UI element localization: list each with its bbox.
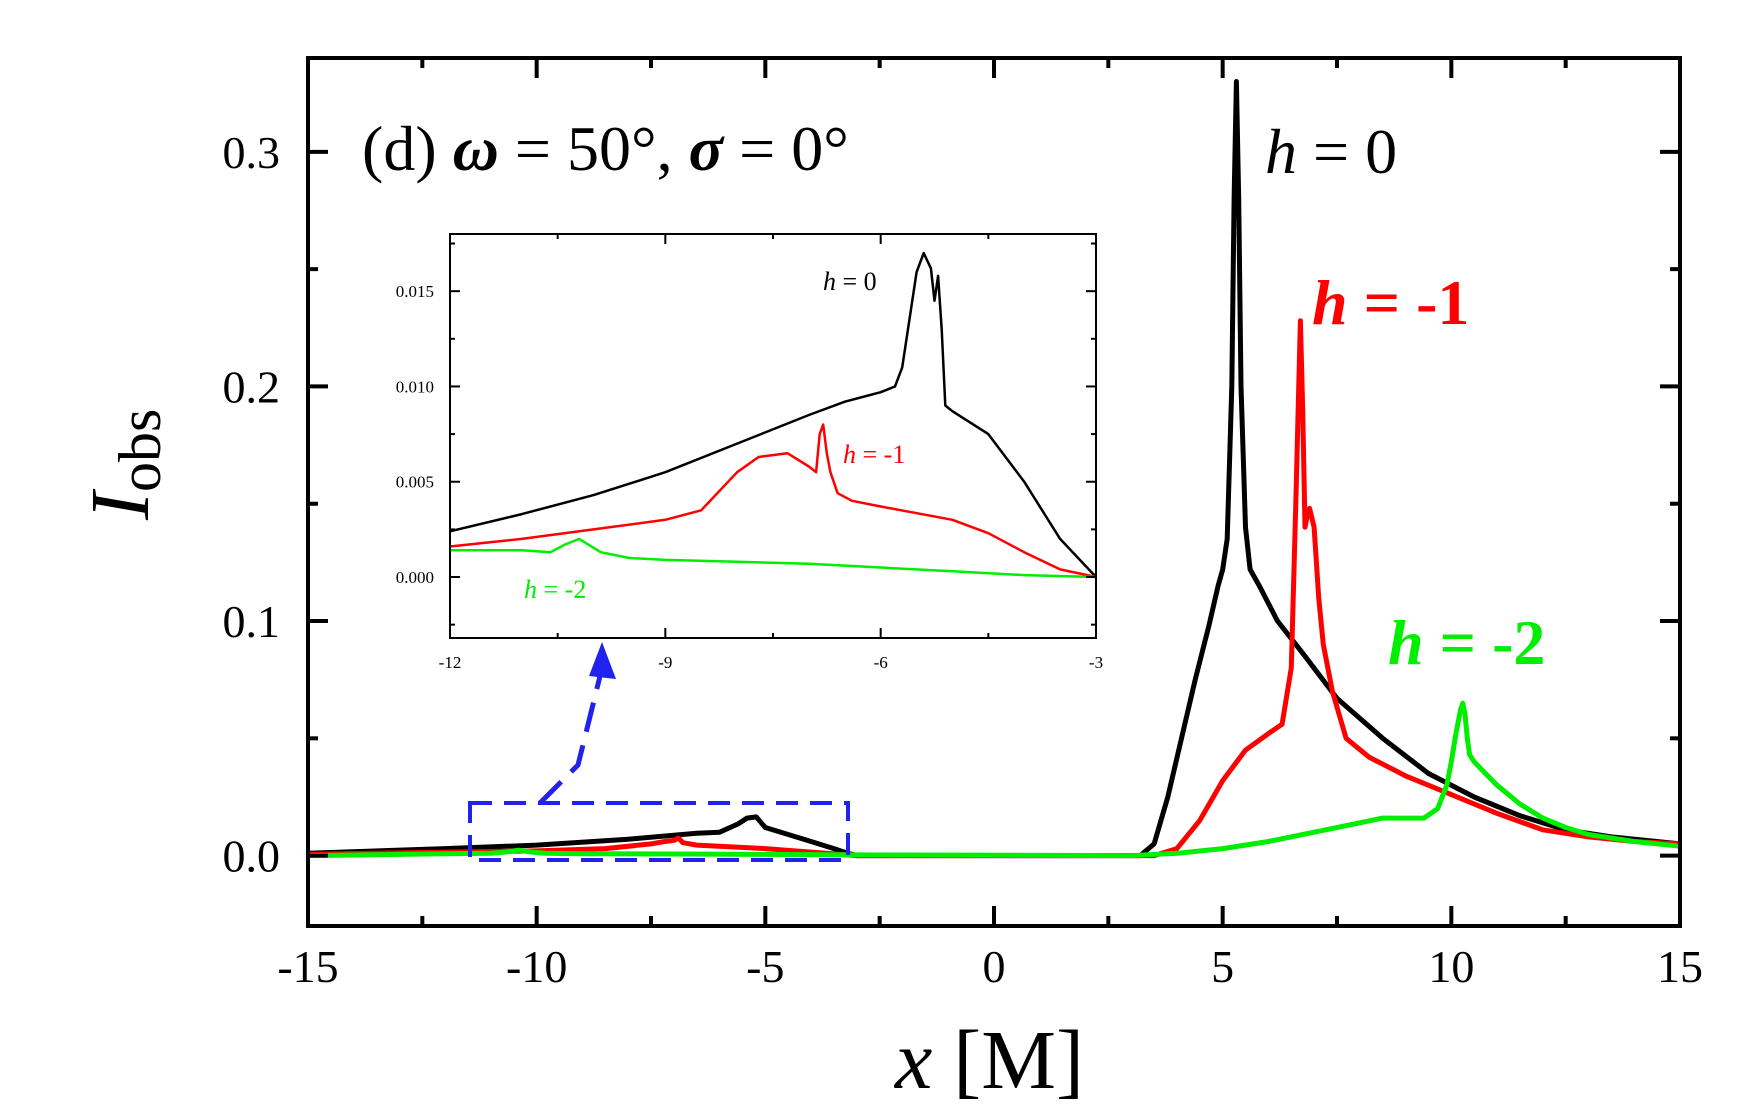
y-axis-sub: obs — [107, 409, 173, 492]
title-prefix: (d) — [362, 113, 453, 184]
main-x-tick-label: -10 — [506, 941, 567, 992]
title-mid: = 50°, — [499, 113, 689, 184]
title-omega: ω — [453, 113, 499, 184]
series-label-h-1-rest: = -1 — [1348, 267, 1470, 338]
inset-label-h-1: h = -1 — [843, 440, 905, 469]
inset-plot: -12 -9 -6 -3 0.000 0.005 0.010 0.015 h = 0 h = … — [396, 233, 1103, 672]
inset-y-tick-label: 0.015 — [396, 282, 434, 301]
inset-label-h-2-rest: = -2 — [537, 575, 586, 604]
main-tick-labels: -15 -10 -5 0 5 10 15 0.0 0.1 0.2 0.3 — [223, 127, 1704, 992]
inset-series-line-2 — [450, 537, 1097, 579]
title-sigma: σ — [689, 113, 725, 184]
inset-y-tick-label: 0.000 — [396, 568, 434, 587]
main-series-line-1 — [307, 318, 1681, 859]
inset-x-tick-label: -9 — [658, 653, 672, 672]
zoom-region-box — [468, 801, 850, 862]
main-x-tick-label: 10 — [1428, 941, 1474, 992]
main-ticks — [306, 58, 1682, 926]
series-label-h-1: h = -1 — [1312, 267, 1469, 338]
x-axis-title: x [M] — [893, 1014, 1084, 1107]
x-axis-var: x — [893, 1014, 932, 1107]
inset-label-h0: h = 0 — [823, 267, 877, 296]
inset-label-h0-rest: = 0 — [836, 267, 877, 296]
series-label-h-1-var: h — [1312, 267, 1348, 338]
y-axis-title: Iobs — [74, 409, 173, 521]
main-x-tick-label: -15 — [277, 941, 338, 992]
main-x-tick-label: 0 — [983, 941, 1006, 992]
title-suffix: = 0° — [723, 113, 849, 184]
series-label-h-2-var: h — [1388, 607, 1424, 678]
series-label-h-2-rest: = -2 — [1424, 607, 1546, 678]
main-y-tick-label: 0.0 — [223, 831, 281, 882]
main-x-tick-label: 15 — [1657, 941, 1703, 992]
inset-y-tick-label: 0.010 — [396, 377, 434, 396]
inset-series-group — [449, 251, 1097, 579]
inset-y-tick-label: 0.005 — [396, 473, 434, 492]
inset-x-tick-label: -6 — [874, 653, 888, 672]
inset-tick-labels: -12 -9 -6 -3 0.000 0.005 0.010 0.015 — [396, 282, 1103, 672]
inset-x-tick-label: -12 — [439, 653, 462, 672]
main-plot: -15 -10 -5 0 5 10 15 0.0 0.1 0.2 0.3 — [223, 56, 1704, 992]
inset-label-h-1-rest: = -1 — [856, 440, 905, 469]
main-x-tick-label: -5 — [746, 941, 784, 992]
series-label-h0-rest: = 0 — [1297, 116, 1397, 187]
inset-label-h0-var: h — [823, 267, 836, 296]
series-label-h0-var: h — [1265, 116, 1297, 187]
inset-ticks — [449, 234, 1097, 638]
inset-series-line-0 — [449, 251, 1097, 578]
series-label-h0: h = 0 — [1265, 116, 1397, 187]
inset-label-h-1-var: h — [843, 440, 856, 469]
main-y-tick-label: 0.3 — [223, 127, 281, 178]
series-label-h-2: h = -2 — [1388, 607, 1545, 678]
main-x-tick-label: 5 — [1211, 941, 1234, 992]
main-series-group — [307, 79, 1681, 859]
inset-x-tick-label: -3 — [1089, 653, 1103, 672]
zoom-arrow-line — [538, 659, 607, 805]
main-y-tick-label: 0.1 — [223, 596, 281, 647]
main-series-line-2 — [307, 700, 1681, 859]
inset-label-h-2-var: h — [524, 575, 537, 604]
inset-series-line-1 — [449, 423, 1097, 579]
main-y-tick-label: 0.2 — [223, 361, 281, 412]
chart-title: (d) ω = 50°, σ = 0° — [362, 113, 849, 184]
y-axis-var: I — [74, 488, 167, 521]
inset-label-h-2: h = -2 — [524, 575, 586, 604]
x-axis-unit: [M] — [932, 1014, 1084, 1107]
zoom-arrow-head — [589, 642, 616, 679]
